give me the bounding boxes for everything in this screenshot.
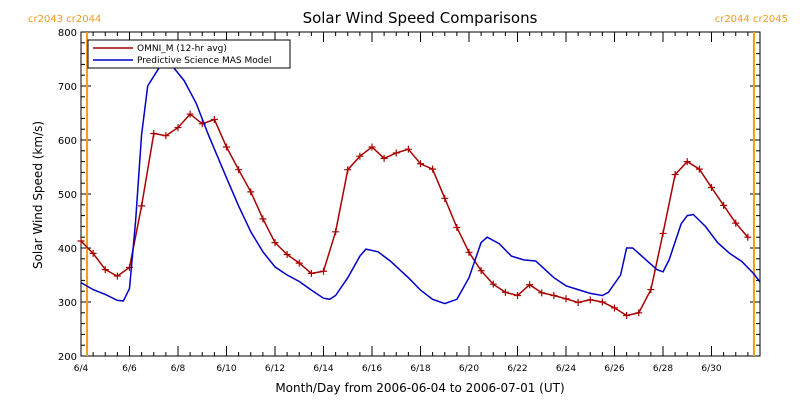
omni-data-point	[574, 299, 582, 307]
omni-data-point	[465, 248, 473, 256]
x-tick-label: 6/20	[459, 364, 479, 374]
omni-data-point	[695, 165, 703, 173]
omni-data-point	[404, 145, 412, 153]
x-tick-label: 6/26	[604, 364, 624, 374]
x-tick-label: 6/30	[701, 364, 721, 374]
omni-data-point	[586, 296, 594, 304]
y-tick-label: 600	[58, 136, 77, 147]
y-tick-label: 400	[58, 244, 77, 255]
x-tick-label: 6/24	[556, 364, 576, 374]
omni-data-point	[598, 298, 606, 306]
omni-data-point	[271, 239, 279, 247]
x-tick-label: 6/14	[313, 364, 333, 374]
omni-data-point	[392, 149, 400, 157]
x-tick-label: 6/18	[410, 364, 430, 374]
omni-data-point	[320, 267, 327, 275]
omni-data-point	[332, 228, 340, 236]
omni-data-point	[150, 130, 158, 138]
mas-model-series-line	[80, 64, 761, 305]
omni-data-point	[307, 269, 315, 277]
omni-data-point	[623, 312, 631, 319]
omni-data-point	[368, 143, 376, 151]
y-tick-label: 500	[58, 190, 77, 201]
x-tick-label: 6/22	[507, 364, 527, 374]
x-tick-label: 6/12	[265, 364, 285, 374]
legend-box	[87, 39, 291, 69]
x-tick-label: 6/16	[362, 364, 382, 374]
plot-frame	[80, 31, 761, 357]
series-layer	[77, 64, 761, 319]
omni-data-point	[235, 166, 243, 174]
omni-data-point	[659, 229, 667, 237]
omni-data-point	[247, 188, 255, 196]
omni-data-point	[162, 132, 170, 140]
omni-data-point	[489, 280, 497, 288]
omni-data-point	[732, 219, 740, 227]
omni-data-point	[356, 152, 364, 160]
omni-data-point	[429, 165, 437, 173]
omni-data-point	[113, 272, 121, 280]
omni-data-point	[720, 201, 728, 209]
omni-data-point	[259, 215, 267, 223]
y-tick-label: 800	[58, 28, 77, 39]
omni-data-point	[647, 286, 655, 294]
x-tick-label: 6/8	[171, 364, 186, 374]
omni-data-point	[283, 250, 291, 258]
omni-data-point	[514, 292, 521, 300]
y-tick-label: 700	[58, 82, 77, 93]
omni-data-point	[138, 202, 146, 210]
omni-data-point	[453, 223, 461, 231]
y-tick-label: 200	[58, 352, 77, 363]
legend: OMNI_M (12-hr avg) Predictive Science MAS…	[87, 39, 291, 69]
x-tick-label: 6/10	[216, 364, 236, 374]
omni-data-point	[671, 171, 679, 179]
omni-data-point	[380, 154, 388, 162]
omni-data-point	[210, 115, 218, 123]
omni-data-point	[417, 160, 424, 168]
legend-label: OMNI_M (12-hr avg)	[137, 44, 227, 54]
omni-data-point	[635, 309, 643, 317]
legend-label: Predictive Science MAS Model	[137, 56, 272, 66]
omni-data-point	[526, 281, 534, 289]
omni-data-point	[77, 237, 85, 245]
omni-data-point	[441, 194, 449, 202]
omni-series-line	[80, 113, 749, 317]
y-tick-label: 300	[58, 298, 77, 309]
omni-data-point	[538, 289, 546, 297]
x-axis-label: Month/Day from 2006-06-04 to 2006-07-01 …	[275, 381, 564, 395]
y-axis-label: Solar Wind Speed (km/s)	[31, 121, 45, 269]
omni-data-point	[611, 304, 618, 312]
omni-data-point	[477, 267, 485, 275]
omni-data-point	[744, 233, 752, 241]
omni-data-point	[344, 166, 352, 174]
omni-data-point	[562, 295, 570, 303]
omni-data-point	[223, 143, 230, 151]
x-tick-label: 6/28	[653, 364, 673, 374]
plot-area: 6/4 6/6 6/8 6/10 6/12 6/14 6/16 6/18 6/20 6/22 6/2…	[28, 14, 788, 374]
omni-data-point	[501, 288, 509, 296]
x-tick-label: 6/6	[122, 364, 137, 374]
omni-data-point	[295, 259, 303, 267]
omni-data-point	[89, 249, 97, 257]
chart-title: Solar Wind Speed Comparisons	[303, 9, 538, 27]
x-tick-label: 6/4	[74, 364, 89, 374]
omni-data-point	[101, 266, 109, 274]
omni-data-point	[174, 124, 182, 132]
omni-data-point	[708, 184, 715, 192]
omni-data-point	[683, 158, 691, 166]
carrington-marker-label: cr2043 cr2044	[28, 14, 101, 25]
omni-data-point	[550, 292, 558, 300]
omni-data-point	[186, 110, 194, 118]
carrington-marker-label: cr2044 cr2045	[715, 14, 788, 25]
